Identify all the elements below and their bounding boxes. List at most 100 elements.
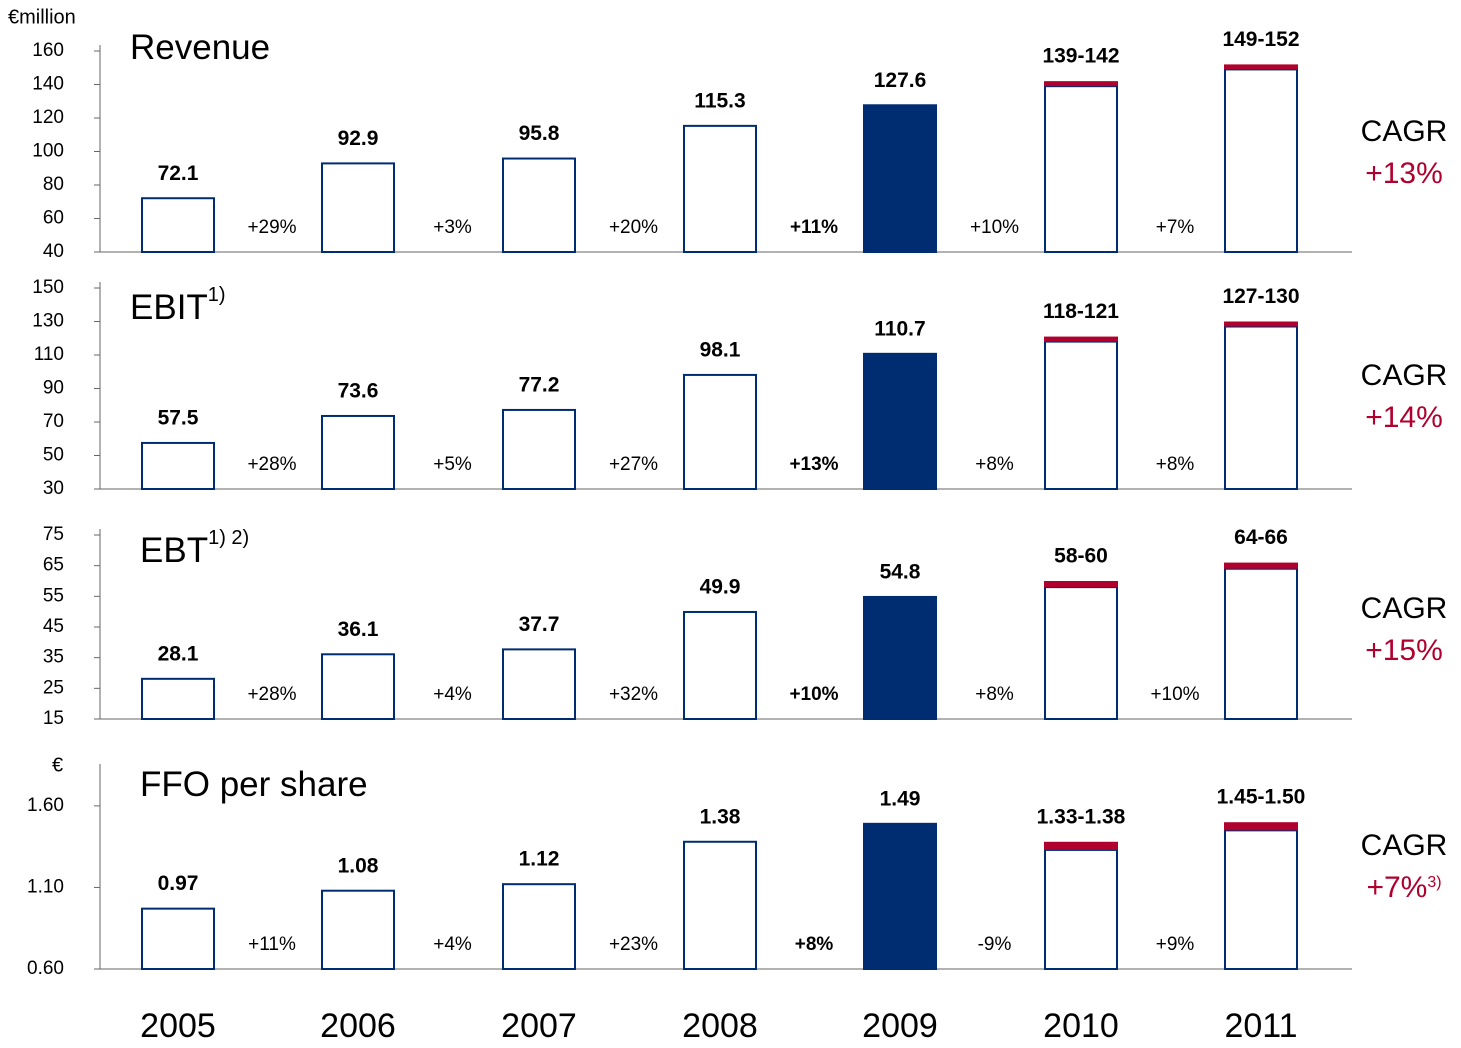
- y-tick-label: 65: [43, 555, 64, 576]
- x-tick-label: 2009: [862, 1007, 938, 1045]
- cagr-label: CAGR: [1361, 115, 1448, 148]
- cagr-value: +13%: [1365, 157, 1443, 190]
- growth-label: +10%: [970, 217, 1019, 238]
- growth-label: -9%: [978, 934, 1012, 955]
- range-bar: [1044, 841, 1118, 850]
- bar: [863, 595, 937, 720]
- bar: [321, 414, 395, 490]
- y-tick-label: 100: [32, 141, 64, 162]
- growth-label: +23%: [609, 934, 658, 955]
- cagr-value-text: +7%: [1366, 871, 1427, 904]
- bar: [321, 162, 395, 253]
- y-tick-label: 45: [43, 616, 64, 637]
- bar: [141, 677, 215, 720]
- bar: [1044, 848, 1118, 970]
- y-tick-label: 30: [43, 478, 64, 499]
- x-tick-label: 2005: [140, 1007, 216, 1045]
- cagr-value-text: +14%: [1365, 401, 1443, 434]
- cagr-value-text: +15%: [1365, 634, 1443, 667]
- y-tick-label: 1.10: [27, 876, 64, 897]
- panel-title: EBT1) 2): [140, 527, 249, 570]
- cagr-value: +15%: [1365, 634, 1443, 667]
- value-label: 139-142: [1042, 45, 1119, 68]
- value-label: 64-66: [1234, 526, 1288, 549]
- y-tick-label: 70: [43, 411, 64, 432]
- cagr-value: +14%: [1365, 401, 1443, 434]
- cagr-value: +7%3): [1366, 871, 1441, 904]
- value-label: 57.5: [158, 406, 199, 429]
- growth-label: +3%: [433, 217, 472, 238]
- value-label: 95.8: [519, 122, 560, 145]
- range-bar: [1044, 336, 1118, 342]
- growth-label: +5%: [433, 454, 472, 475]
- value-label: 72.1: [158, 162, 199, 185]
- value-label: 1.45-1.50: [1217, 786, 1306, 809]
- bar: [863, 104, 937, 253]
- range-bar: [1224, 822, 1298, 831]
- value-label: 115.3: [694, 89, 745, 112]
- value-label: 1.38: [700, 805, 741, 828]
- panel-title-text: EBIT: [130, 288, 208, 327]
- panel-title-text: Revenue: [130, 28, 270, 67]
- value-label: 36.1: [338, 618, 379, 641]
- bar: [1224, 68, 1298, 253]
- y-tick-label: 55: [43, 585, 64, 606]
- bar: [1044, 340, 1118, 490]
- panel-title: EBIT1): [130, 284, 226, 327]
- bar: [683, 840, 757, 971]
- growth-label: +28%: [247, 684, 296, 705]
- cagr-value-text: +13%: [1365, 157, 1443, 190]
- growth-label: +28%: [247, 454, 296, 475]
- panel-title: Revenue: [130, 28, 270, 67]
- value-label: 28.1: [158, 642, 199, 665]
- growth-label: +7%: [1156, 217, 1195, 238]
- growth-label: +9%: [1156, 934, 1195, 955]
- bar: [141, 907, 215, 970]
- bar: [1044, 85, 1118, 253]
- title-note: 1) 2): [208, 527, 249, 549]
- bar: [1224, 567, 1298, 720]
- value-label: 1.08: [338, 854, 379, 877]
- y-tick-label: 130: [32, 311, 64, 332]
- value-label: 1.33-1.38: [1037, 805, 1126, 828]
- value-label: 77.2: [519, 373, 560, 396]
- range-bar: [1224, 562, 1298, 569]
- x-tick-label: 2007: [501, 1007, 577, 1045]
- growth-label: +8%: [795, 934, 834, 955]
- y-tick-label: 150: [32, 277, 64, 298]
- y-tick-label: 35: [43, 647, 64, 668]
- bar: [502, 648, 576, 720]
- bar: [1044, 586, 1118, 721]
- value-label: 37.7: [519, 613, 560, 636]
- growth-label: +11%: [790, 217, 838, 238]
- growth-label: +11%: [248, 934, 296, 955]
- x-tick-label: 2010: [1043, 1007, 1119, 1045]
- value-label: 49.9: [700, 576, 741, 599]
- y-tick-label: 15: [43, 708, 64, 729]
- value-label: 127.6: [874, 69, 927, 92]
- growth-label: +8%: [975, 454, 1014, 475]
- cagr-label: CAGR: [1361, 829, 1448, 862]
- value-label: 0.97: [158, 872, 199, 895]
- y-tick-label: 120: [32, 107, 64, 128]
- y-tick-label: 110: [34, 344, 64, 365]
- y-tick-label: 80: [43, 174, 64, 195]
- growth-label: +27%: [609, 454, 658, 475]
- growth-label: +10%: [789, 684, 838, 705]
- panel-title-text: FFO per share: [140, 765, 368, 804]
- x-tick-label: 2008: [682, 1007, 758, 1045]
- unit-label: €million: [8, 6, 76, 28]
- growth-label: +4%: [433, 684, 472, 705]
- growth-label: +13%: [789, 454, 838, 475]
- value-label: 110.7: [874, 317, 925, 340]
- y-tick-label: 0.60: [27, 958, 64, 979]
- bar: [141, 441, 215, 490]
- bar: [683, 373, 757, 490]
- value-label: 54.8: [880, 560, 921, 583]
- growth-label: +10%: [1150, 684, 1199, 705]
- y-tick-label: 160: [32, 40, 64, 61]
- value-label: 1.49: [880, 787, 921, 810]
- bar: [141, 197, 215, 253]
- bar: [321, 653, 395, 720]
- growth-label: +20%: [609, 217, 658, 238]
